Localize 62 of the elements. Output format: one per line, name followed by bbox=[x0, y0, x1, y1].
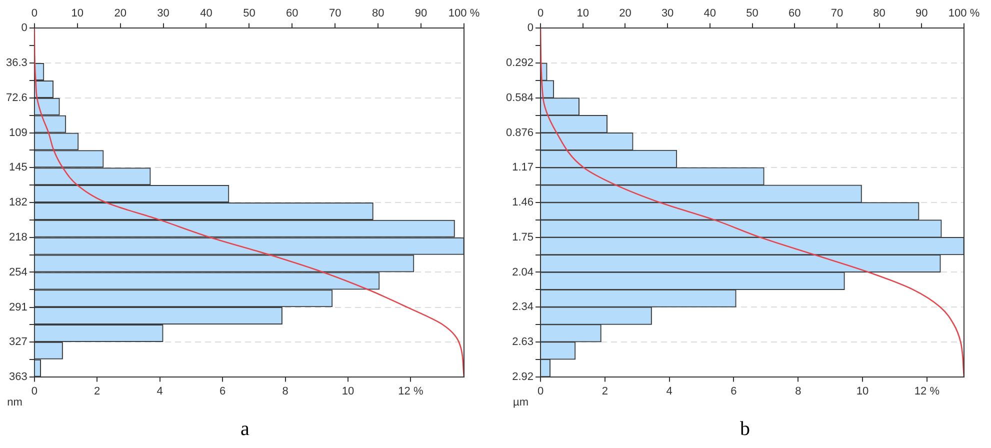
x-tick-label: 4 bbox=[666, 385, 672, 398]
x2-tick-label: 0 bbox=[537, 8, 544, 20]
y-tick-label: 291 bbox=[9, 302, 28, 314]
x2-tick-label: 60 bbox=[286, 8, 298, 20]
x2-tick-label: 50 bbox=[746, 8, 758, 20]
y-tick-label: 72.6 bbox=[6, 92, 28, 104]
x-tick-label: 8 bbox=[282, 385, 288, 398]
x2-tick-label: 0 bbox=[31, 8, 38, 20]
x-tick-label: 10 bbox=[342, 385, 354, 398]
y-tick-label: 363 bbox=[9, 370, 28, 383]
y-tick-label: 36.3 bbox=[6, 57, 28, 70]
x-tick-label: 0 bbox=[31, 385, 38, 398]
y-tick-label: 2.63 bbox=[512, 336, 534, 348]
y-tick-label: 1.46 bbox=[512, 196, 534, 209]
x-tick-label: 12 % bbox=[398, 385, 424, 398]
x-tick-label: 10 bbox=[856, 385, 869, 398]
y-tick-label: 218 bbox=[9, 231, 28, 244]
y-tick-label: 109 bbox=[9, 126, 28, 139]
y-tick-label: 145 bbox=[9, 162, 28, 174]
x2-tick-label: 60 bbox=[788, 8, 801, 20]
y-tick-label: 0 bbox=[527, 22, 534, 34]
y-tick-label: 2.92 bbox=[512, 370, 534, 383]
x2-tick-label: 20 bbox=[619, 8, 632, 20]
text: a bbox=[240, 418, 250, 441]
x2-tick-label: 30 bbox=[661, 8, 674, 20]
y-tick-label: 327 bbox=[9, 336, 28, 348]
x-tick-label: 4 bbox=[156, 385, 163, 398]
x2-tick-label: 20 bbox=[114, 8, 126, 20]
y-tick-label: 2.04 bbox=[512, 266, 534, 278]
x-tick-label: 8 bbox=[795, 385, 802, 398]
x2-tick-label: 40 bbox=[704, 8, 716, 20]
x-tick-label: 2 bbox=[94, 385, 100, 398]
text: b bbox=[739, 418, 751, 441]
x2-tick-label: 100 % bbox=[948, 8, 980, 20]
x-tick-label: 0 bbox=[537, 385, 544, 398]
x2-tick-label: 40 bbox=[200, 8, 212, 20]
y-tick-label: 0.876 bbox=[506, 126, 534, 139]
x2-tick-label: 80 bbox=[372, 8, 384, 20]
x2-tick-label: 90 bbox=[916, 8, 928, 20]
y-tick-label: 2.34 bbox=[512, 301, 534, 314]
x2-tick-label: 30 bbox=[157, 8, 170, 20]
x2-tick-label: 70 bbox=[830, 8, 844, 20]
x2-tick-label: 70 bbox=[329, 8, 342, 20]
y-axis-title: µm bbox=[513, 396, 529, 408]
y-tick-label: 1.17 bbox=[512, 162, 534, 174]
y-tick-label: 1.75 bbox=[512, 231, 534, 244]
y-tick-label: 0 bbox=[21, 22, 28, 34]
x2-tick-label: 100 % bbox=[448, 8, 480, 20]
y-tick-label: 0.584 bbox=[506, 92, 534, 104]
x2-tick-label: 50 bbox=[243, 8, 256, 20]
y-axis-title: nm bbox=[7, 396, 22, 408]
x2-tick-label: 10 bbox=[71, 8, 84, 20]
x2-tick-label: 90 bbox=[414, 8, 428, 20]
y-tick-label: 0.292 bbox=[506, 57, 534, 70]
y-tick-label: 182 bbox=[9, 196, 28, 209]
y-tick-label: 254 bbox=[9, 266, 28, 278]
x-tick-label: 12 % bbox=[914, 385, 940, 398]
x2-tick-label: 10 bbox=[576, 8, 589, 20]
x-tick-label: 2 bbox=[602, 385, 608, 398]
x2-tick-label: 80 bbox=[873, 8, 886, 20]
x-tick-label: 6 bbox=[730, 385, 737, 398]
x-tick-label: 6 bbox=[219, 385, 226, 398]
